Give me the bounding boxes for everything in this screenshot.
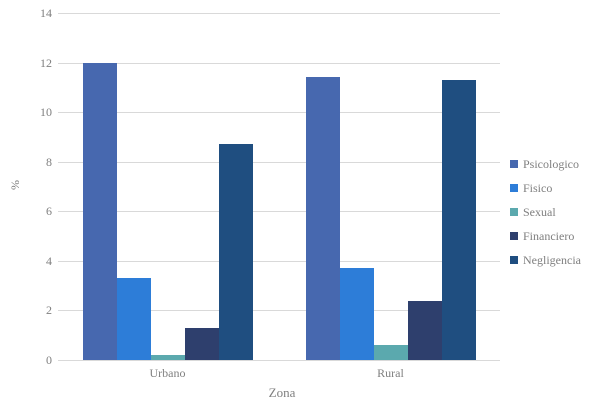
bar-financiero-urbano [185,328,219,360]
y-tick-label: 12 [40,56,52,70]
bar-sexual-urbano [151,355,185,360]
gridline [65,112,500,113]
x-axis-title: Zona [268,385,296,400]
bar-financiero-rural [408,301,442,360]
legend-label: Fisico [523,180,553,195]
legend-swatch-icon [510,184,518,192]
legend-item-fisico: Fisico [510,176,581,200]
legend: Psicologico Fisico Sexual Financiero Neglige… [510,152,581,272]
gridline [65,211,500,212]
gridline [65,360,500,361]
legend-swatch-icon [510,208,518,216]
legend-label: Negligencia [523,252,581,267]
legend-label: Financiero [523,228,575,243]
bar-fisico-urbano [117,278,151,360]
y-tick-mark [58,112,65,113]
y-tick-mark [58,63,65,64]
bar-fisico-rural [340,268,374,360]
gridline [65,162,500,163]
y-tick-label: 2 [46,303,52,317]
bar-psicologico-urbano [83,63,117,360]
y-tick-mark [58,162,65,163]
y-tick-label: 4 [46,254,52,268]
gridline [65,13,500,14]
legend-item-sexual: Sexual [510,200,581,224]
bar-psicologico-rural [306,77,340,360]
y-tick-label: 0 [46,353,52,367]
y-tick-label: 14 [40,6,52,20]
legend-label: Psicologico [523,156,579,171]
x-category-label: Rural [377,366,404,380]
legend-label: Sexual [523,204,556,219]
y-tick-mark [58,360,65,361]
legend-item-negligencia: Negligencia [510,248,581,272]
y-tick-label: 8 [46,155,52,169]
y-tick-label: 10 [40,105,52,119]
bar-negligencia-rural [442,80,476,360]
y-tick-mark [58,310,65,311]
legend-swatch-icon [510,160,518,168]
legend-swatch-icon [510,256,518,264]
gridline [65,261,500,262]
gridline [65,63,500,64]
y-tick-mark [58,13,65,14]
legend-item-financiero: Financiero [510,224,581,248]
y-tick-mark [58,261,65,262]
x-category-label: Urbano [149,366,186,380]
gridline [65,310,500,311]
y-tick-mark [58,211,65,212]
bar-sexual-rural [374,345,408,360]
legend-swatch-icon [510,232,518,240]
legend-item-psicologico: Psicologico [510,152,581,176]
bar-negligencia-urbano [219,144,253,360]
y-axis-title: % [8,180,22,190]
y-tick-label: 6 [46,204,52,218]
